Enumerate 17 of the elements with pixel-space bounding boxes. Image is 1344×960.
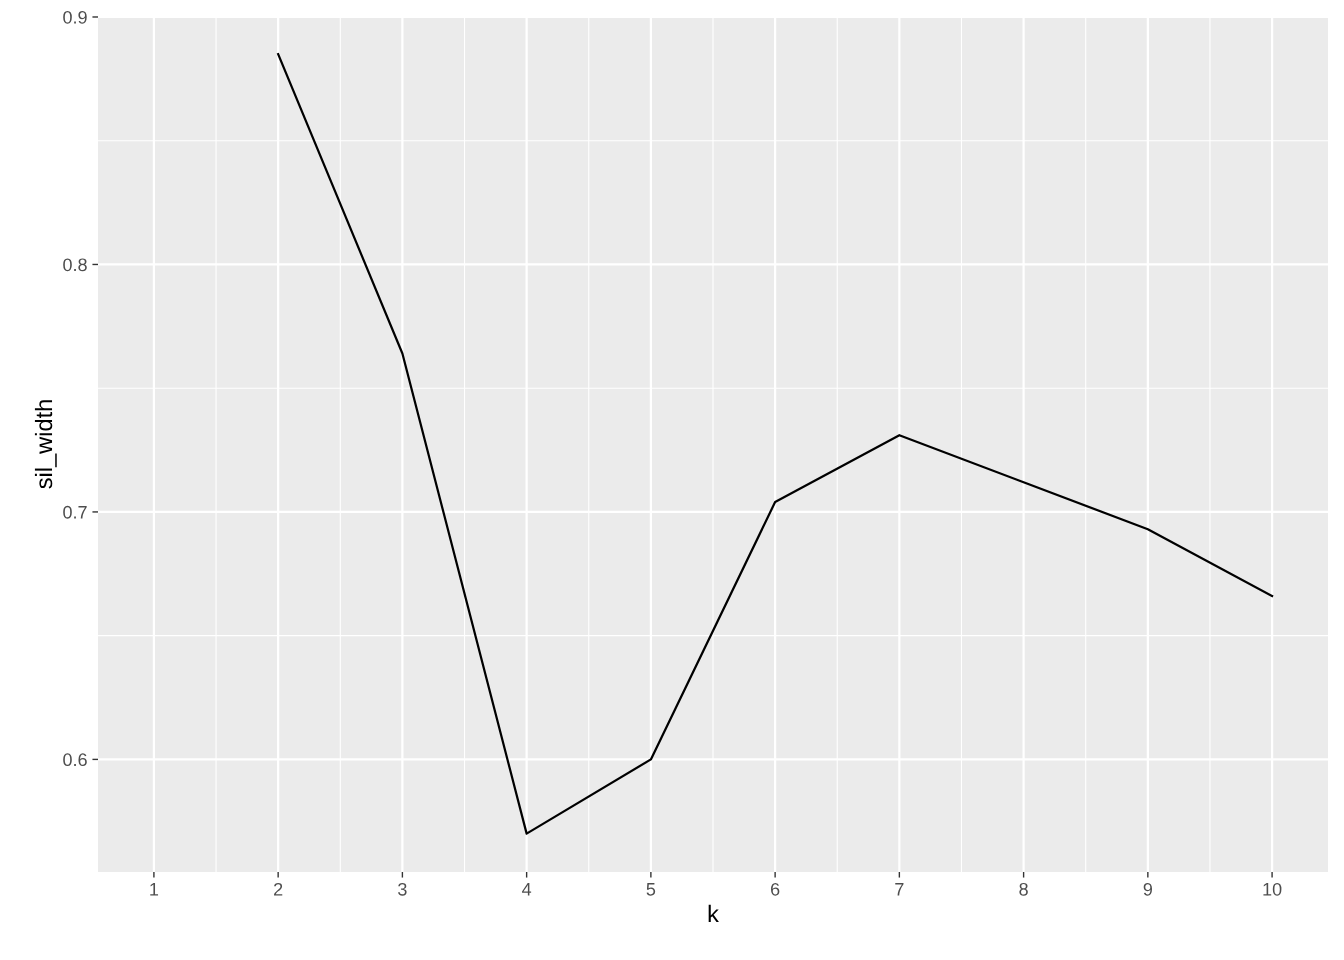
y-tick-label: 0.9 [63, 10, 87, 24]
y-axis-title: sil_width [34, 400, 57, 489]
y-tick-label: 0.6 [63, 753, 87, 767]
x-tick-label: 7 [895, 883, 904, 896]
x-axis-title: k [708, 904, 719, 922]
x-tick-label: 4 [522, 883, 532, 896]
y-tick-label: 0.8 [63, 258, 87, 272]
x-tick-label: 1 [150, 883, 159, 896]
x-tick-label: 3 [398, 882, 407, 896]
x-tick-label: 2 [274, 882, 283, 896]
x-tick-label: 6 [771, 882, 780, 896]
line-series [277, 53, 1274, 835]
y-tick-label: 0.7 [63, 505, 87, 519]
x-tick-label: 9 [1143, 882, 1153, 896]
x-tick-label: 5 [646, 883, 656, 896]
x-tick-label: 10 [1263, 882, 1282, 896]
x-tick-label: 8 [1019, 882, 1028, 896]
